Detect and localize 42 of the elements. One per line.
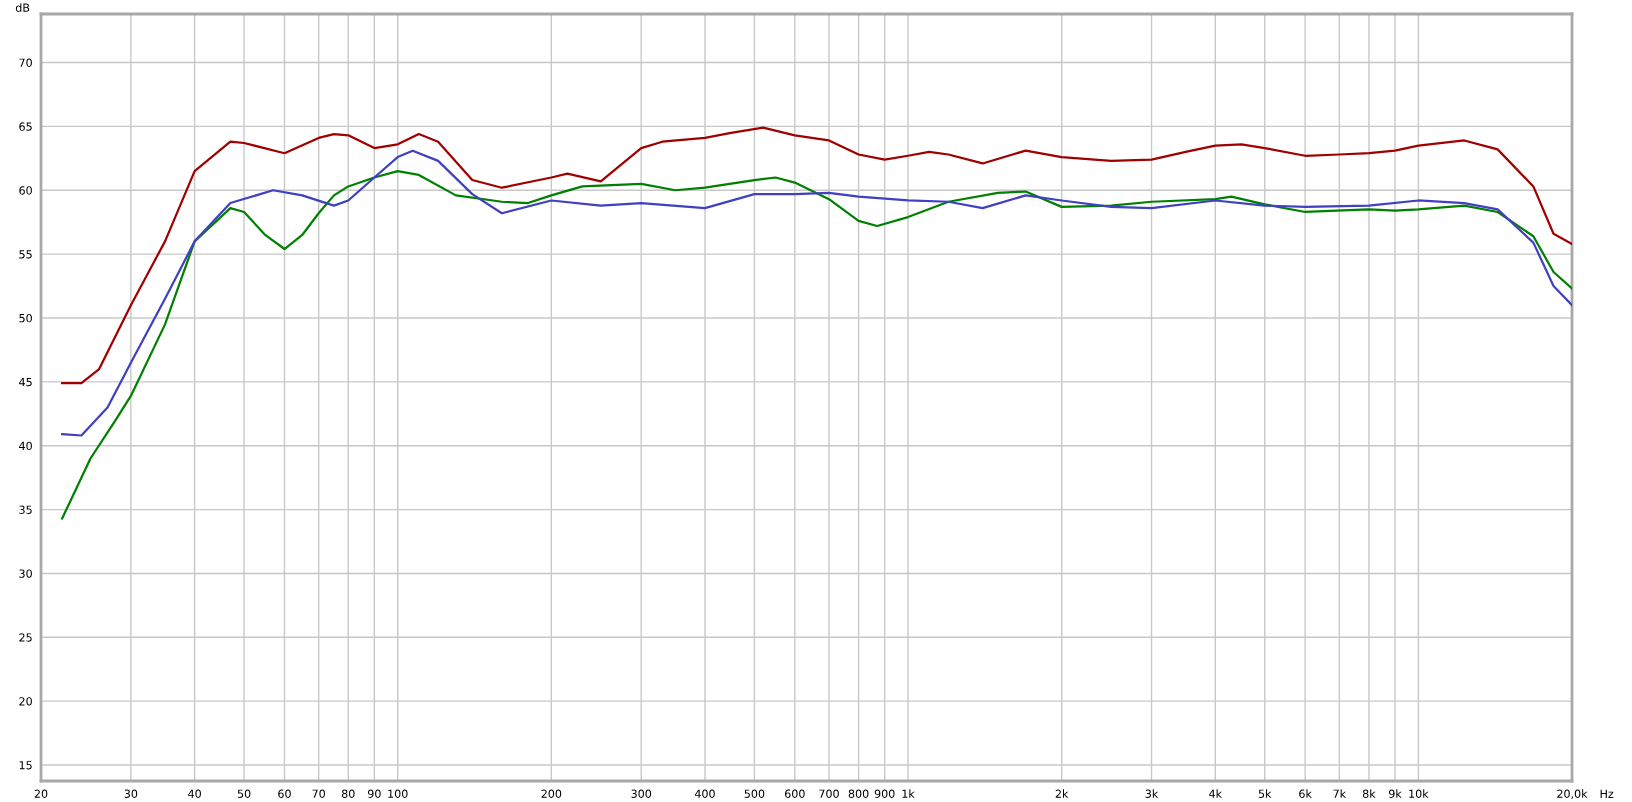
x-tick-label: 300 (631, 789, 652, 798)
x-tick-label: 90 (367, 789, 381, 798)
y-tick-label: 15 (19, 761, 32, 770)
y-axis-title: dB (15, 3, 30, 12)
y-tick-label: 45 (19, 377, 32, 387)
x-tick-label: 20 (34, 789, 48, 798)
x-tick-label: 900 (874, 789, 895, 798)
x-tick-label: 8k (1362, 789, 1376, 798)
x-tick-label: 7k (1333, 789, 1347, 798)
x-tick-label: 60 (278, 789, 291, 798)
x-tick-label: 70 (312, 789, 325, 798)
x-tick-label: 100 (388, 789, 408, 798)
x-axis-title: Hz (1600, 789, 1614, 798)
y-tick-label: 30 (19, 569, 32, 578)
y-tick-label: 20 (19, 697, 32, 706)
y-tick-label: 60 (19, 186, 32, 195)
x-tick-label: 40 (188, 789, 201, 798)
y-tick-label: 55 (19, 250, 32, 259)
x-tick-label: 400 (694, 789, 715, 798)
x-tick-label: 800 (848, 789, 869, 798)
x-tick-label: 3k (1145, 789, 1159, 798)
x-tick-label: 50 (237, 789, 251, 798)
x-tick-label: 80 (341, 789, 355, 798)
y-tick-label: 35 (19, 505, 32, 514)
y-tick-label: 65 (19, 122, 32, 131)
x-tick-label: 500 (744, 789, 765, 798)
y-tick-label: 70 (19, 58, 32, 67)
y-tick-label: 50 (19, 313, 32, 323)
y-tick-label: 40 (19, 441, 32, 451)
x-tick-label: 10k (1409, 789, 1429, 798)
x-tick-label: 200 (541, 789, 562, 798)
x-tick-label: 600 (785, 789, 805, 798)
y-tick-label: 25 (19, 633, 32, 642)
x-tick-label: 1k (902, 789, 915, 798)
x-tick-label: 6k (1299, 789, 1312, 798)
x-tick-label: 5k (1258, 789, 1272, 798)
x-tick-label: 20,0k (1557, 789, 1588, 800)
x-tick-label: 30 (124, 789, 138, 798)
x-tick-label: 2k (1055, 789, 1069, 798)
x-tick-label: 700 (819, 789, 839, 798)
x-tick-label: 4k (1209, 789, 1223, 798)
x-tick-label: 9k (1388, 789, 1402, 798)
